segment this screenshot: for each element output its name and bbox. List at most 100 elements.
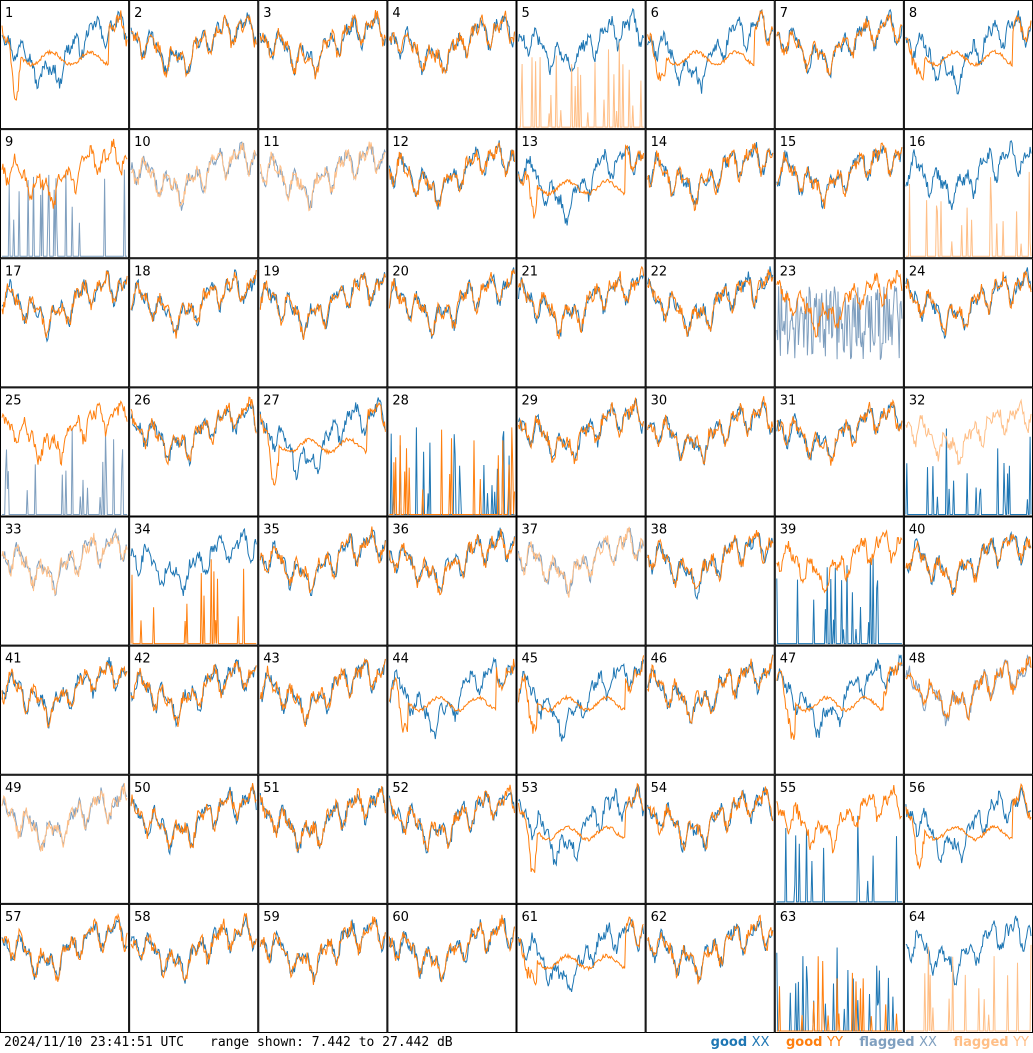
series-yy-57 bbox=[1, 912, 128, 982]
panel-32: 32 bbox=[903, 387, 1033, 517]
series-xx-39 bbox=[776, 557, 902, 645]
panel-label: 52 bbox=[392, 781, 409, 796]
panel-59: 59 bbox=[258, 903, 388, 1033]
panel-label: 62 bbox=[651, 910, 668, 925]
panel-frame bbox=[774, 258, 904, 388]
panel-45: 45 bbox=[516, 645, 646, 775]
series-yy-7 bbox=[776, 14, 903, 76]
panel-frame bbox=[516, 903, 646, 1033]
panel-label: 41 bbox=[5, 652, 22, 667]
panel-label: 11 bbox=[263, 135, 280, 150]
series-yy-14 bbox=[647, 142, 774, 212]
panel-35: 35 bbox=[258, 516, 388, 646]
panel-8: 8 bbox=[903, 0, 1033, 130]
series-yy-42 bbox=[130, 661, 257, 727]
panel-frame bbox=[645, 0, 775, 130]
panel-label: 2 bbox=[134, 6, 142, 21]
panel-label: 16 bbox=[909, 135, 926, 150]
panel-label: 19 bbox=[263, 264, 280, 279]
legend-flagged-xx: flagged XX bbox=[859, 1035, 937, 1050]
series-yy-15 bbox=[776, 142, 903, 209]
panel-label: 49 bbox=[5, 781, 22, 796]
panel-label: 5 bbox=[522, 6, 530, 21]
panel-48: 48 bbox=[903, 645, 1033, 775]
series-xx-16 bbox=[905, 139, 1032, 210]
panel-10: 10 bbox=[129, 129, 259, 259]
panel-11: 11 bbox=[258, 129, 388, 259]
series-yy-25 bbox=[1, 400, 128, 467]
series-xx-23 bbox=[776, 285, 903, 360]
panel-label: 40 bbox=[909, 523, 926, 538]
panel-6: 6 bbox=[645, 0, 775, 130]
panel-frame bbox=[387, 258, 517, 388]
panel-frame bbox=[0, 387, 130, 517]
panel-37: 37 bbox=[516, 516, 646, 646]
panel-frame bbox=[516, 516, 646, 646]
series-yy-33 bbox=[1, 532, 128, 595]
series-yy-60 bbox=[388, 914, 515, 983]
panel-frame bbox=[258, 258, 388, 388]
series-xx-52 bbox=[388, 789, 515, 854]
series-yy-58 bbox=[130, 912, 257, 981]
panel-label: 64 bbox=[909, 910, 926, 925]
panel-27: 27 bbox=[258, 387, 388, 517]
series-xx-5 bbox=[518, 7, 645, 75]
panel-frame bbox=[258, 516, 388, 646]
panel-frame bbox=[516, 645, 646, 775]
panel-18: 18 bbox=[129, 258, 259, 388]
series-yy-51 bbox=[259, 785, 386, 853]
panel-frame bbox=[645, 387, 775, 517]
panel-frame bbox=[387, 516, 517, 646]
series-yy-17 bbox=[1, 270, 128, 338]
series-xx-60 bbox=[388, 917, 515, 983]
panel-42: 42 bbox=[129, 645, 259, 775]
panel-label: 15 bbox=[780, 135, 797, 150]
panel-label: 6 bbox=[651, 6, 659, 21]
panel-17: 17 bbox=[0, 258, 130, 388]
panel-frame bbox=[774, 774, 904, 904]
series-yy-9 bbox=[1, 138, 128, 209]
panel-51: 51 bbox=[258, 774, 388, 904]
panel-label: 61 bbox=[522, 910, 539, 925]
panel-label: 50 bbox=[134, 781, 151, 796]
panel-label: 25 bbox=[5, 393, 22, 408]
panel-frame bbox=[258, 774, 388, 904]
panel-29: 29 bbox=[516, 387, 646, 517]
series-yy-10 bbox=[131, 142, 257, 207]
series-yy-24 bbox=[905, 270, 1032, 336]
panel-39: 39 bbox=[774, 516, 904, 646]
series-yy-52 bbox=[389, 784, 515, 853]
panel-frame bbox=[0, 903, 130, 1033]
series-xx-31 bbox=[776, 402, 903, 462]
series-xx-27 bbox=[259, 397, 386, 481]
series-xx-55 bbox=[776, 815, 902, 903]
panel-1: 1 bbox=[0, 0, 130, 130]
series-yy-28 bbox=[389, 427, 515, 515]
panel-26: 26 bbox=[129, 387, 259, 517]
panel-frame bbox=[258, 645, 388, 775]
series-yy-40 bbox=[905, 534, 1032, 595]
series-yy-27 bbox=[259, 402, 386, 486]
panel-40: 40 bbox=[903, 516, 1033, 646]
panel-label: 48 bbox=[909, 652, 926, 667]
panel-22: 22 bbox=[645, 258, 775, 388]
series-yy-49 bbox=[1, 783, 128, 852]
series-yy-30 bbox=[647, 396, 774, 465]
panel-25: 25 bbox=[0, 387, 130, 517]
series-xx-6 bbox=[647, 9, 774, 94]
series-xx-13 bbox=[518, 145, 644, 226]
series-xx-17 bbox=[1, 270, 128, 343]
series-yy-19 bbox=[259, 271, 386, 340]
series-yy-18 bbox=[130, 269, 257, 339]
panel-56: 56 bbox=[903, 774, 1033, 904]
panel-frame bbox=[387, 645, 517, 775]
panel-label: 14 bbox=[651, 135, 668, 150]
panel-53: 53 bbox=[516, 774, 646, 904]
panel-24: 24 bbox=[903, 258, 1033, 388]
series-yy-20 bbox=[388, 269, 515, 338]
panel-frame bbox=[129, 258, 259, 388]
panel-frame bbox=[387, 774, 517, 904]
panel-frame bbox=[129, 645, 259, 775]
panel-frame bbox=[129, 387, 259, 517]
panel-36: 36 bbox=[387, 516, 517, 646]
